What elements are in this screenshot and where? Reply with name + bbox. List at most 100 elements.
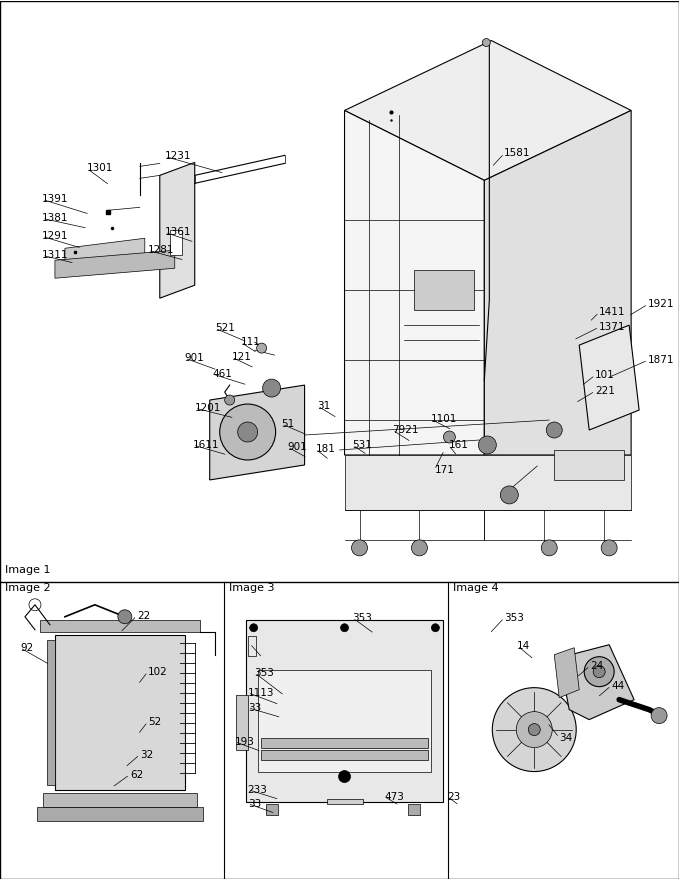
Circle shape	[250, 624, 258, 632]
Text: 521: 521	[215, 323, 235, 334]
Text: 233: 233	[248, 785, 267, 795]
Text: 32: 32	[140, 750, 153, 759]
Text: 1101: 1101	[430, 414, 457, 424]
Circle shape	[443, 431, 456, 443]
Circle shape	[262, 379, 281, 397]
Text: 14: 14	[517, 641, 530, 650]
Circle shape	[431, 624, 439, 632]
Circle shape	[584, 656, 614, 686]
Polygon shape	[554, 648, 579, 698]
Text: 1611: 1611	[192, 440, 219, 450]
Text: 34: 34	[559, 732, 573, 743]
Polygon shape	[409, 803, 420, 816]
Polygon shape	[579, 325, 639, 430]
Text: 461: 461	[213, 369, 233, 379]
Text: 353: 353	[505, 612, 524, 623]
Polygon shape	[345, 40, 631, 180]
Text: 531: 531	[352, 440, 373, 450]
Circle shape	[224, 395, 235, 405]
Polygon shape	[160, 163, 194, 298]
Text: 1291: 1291	[42, 231, 69, 241]
Text: 161: 161	[448, 440, 469, 450]
Text: 221: 221	[595, 386, 615, 396]
Text: 33: 33	[248, 798, 261, 809]
Text: Image 1: Image 1	[5, 565, 50, 575]
Circle shape	[256, 343, 267, 353]
Polygon shape	[55, 250, 175, 278]
Polygon shape	[47, 640, 55, 785]
Circle shape	[118, 610, 132, 624]
Text: 193: 193	[235, 737, 254, 746]
Circle shape	[341, 624, 349, 632]
Bar	[260, 750, 428, 759]
Circle shape	[492, 687, 576, 772]
Text: 31: 31	[318, 401, 330, 411]
Text: 92: 92	[20, 642, 33, 653]
Circle shape	[500, 486, 518, 504]
Text: 23: 23	[447, 791, 460, 802]
Text: 1921: 1921	[648, 299, 675, 309]
Text: 353: 353	[254, 668, 275, 678]
Text: 111: 111	[241, 337, 260, 347]
Circle shape	[601, 539, 617, 556]
Text: 24: 24	[590, 661, 603, 671]
Text: 62: 62	[130, 769, 143, 780]
Text: 1381: 1381	[42, 213, 69, 224]
Text: 1201: 1201	[194, 403, 221, 413]
Circle shape	[482, 39, 490, 47]
Text: Image 4: Image 4	[454, 583, 499, 593]
Text: 102: 102	[148, 667, 167, 677]
Circle shape	[593, 665, 605, 678]
Text: 181: 181	[316, 444, 335, 454]
Text: 101: 101	[595, 370, 615, 380]
Circle shape	[478, 436, 496, 454]
Text: 1581: 1581	[505, 149, 531, 158]
Bar	[55, 634, 185, 789]
Text: 51: 51	[282, 419, 295, 429]
Polygon shape	[37, 808, 203, 821]
Bar	[258, 670, 431, 772]
Circle shape	[541, 539, 557, 556]
Text: 1371: 1371	[599, 322, 626, 332]
Text: 1301: 1301	[87, 164, 114, 173]
Bar	[414, 270, 475, 310]
Polygon shape	[43, 793, 197, 808]
Text: 1391: 1391	[42, 194, 69, 204]
Text: 1411: 1411	[599, 307, 626, 317]
Text: 353: 353	[352, 612, 373, 623]
Bar	[236, 694, 248, 750]
Polygon shape	[65, 238, 145, 265]
Text: 121: 121	[232, 352, 252, 362]
Text: 1871: 1871	[648, 356, 675, 365]
Text: 1361: 1361	[165, 227, 191, 238]
Text: 1113: 1113	[248, 687, 274, 698]
Circle shape	[220, 404, 275, 460]
Text: 52: 52	[148, 716, 161, 727]
Text: 901: 901	[288, 442, 307, 452]
Circle shape	[352, 539, 367, 556]
Text: 171: 171	[435, 465, 454, 475]
Text: 44: 44	[611, 680, 624, 691]
Circle shape	[651, 708, 667, 723]
Text: 1231: 1231	[165, 151, 191, 161]
Text: Image 3: Image 3	[228, 583, 274, 593]
Text: 7921: 7921	[392, 425, 419, 435]
Polygon shape	[345, 455, 631, 510]
Polygon shape	[345, 111, 484, 455]
Circle shape	[528, 723, 541, 736]
Text: 33: 33	[248, 702, 261, 713]
Polygon shape	[559, 645, 634, 720]
Text: 901: 901	[185, 353, 205, 363]
Bar	[245, 620, 443, 802]
Polygon shape	[209, 385, 305, 480]
Text: 22: 22	[137, 611, 150, 620]
Polygon shape	[484, 111, 631, 455]
Bar	[260, 737, 428, 748]
Polygon shape	[266, 803, 277, 816]
Bar	[170, 231, 182, 255]
Circle shape	[238, 422, 258, 442]
Circle shape	[411, 539, 428, 556]
Text: 1311: 1311	[42, 250, 69, 260]
Text: 473: 473	[384, 791, 405, 802]
Circle shape	[339, 771, 350, 782]
